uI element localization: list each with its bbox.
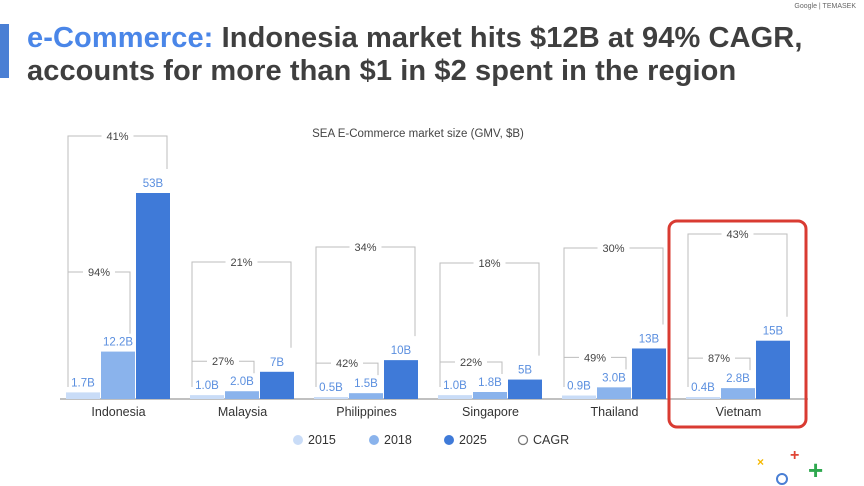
bar-label-malaysia-2018: 2.0B (230, 376, 254, 388)
title-accent-bar (0, 24, 9, 78)
group-thailand: 0.9B 3.0B 13B 30% 49% Thailand (562, 240, 666, 419)
bar-indonesia-2018 (101, 351, 135, 399)
cagr-label-bg (207, 353, 239, 368)
cagr-label-2015-2018-indonesia: 94% (88, 267, 110, 279)
bar-vietnam-2015 (686, 397, 720, 399)
category-label-thailand: Thailand (591, 405, 639, 419)
group-singapore: 1.0B 1.8B 5B 18% 22% Singapore (438, 255, 542, 419)
category-label-vietnam: Vietnam (716, 405, 762, 419)
category-label-malaysia: Malaysia (218, 405, 267, 419)
cagr-label-bg (597, 240, 630, 254)
cagr-label-bg (473, 255, 506, 269)
cagr-label-2015-2018-malaysia: 27% (212, 356, 234, 368)
bar-label-singapore-2025: 5B (518, 365, 532, 377)
bar-label-indonesia-2015: 1.7B (71, 377, 95, 389)
cagr-label-2018-2025-indonesia: 41% (106, 131, 128, 143)
legend-label-2015: 2015 (308, 433, 336, 447)
category-label-indonesia: Indonesia (91, 405, 145, 419)
bar-label-vietnam-2025: 15B (763, 326, 784, 338)
group-indonesia: 1.7B 12.2B 53B 41% 94% Indonesia (66, 128, 170, 419)
bar-label-philippines-2015: 0.5B (319, 382, 343, 394)
brand-logo: Google | TEMASEK (794, 3, 856, 10)
bar-label-thailand-2018: 3.0B (602, 372, 626, 384)
bar-label-thailand-2015: 0.9B (567, 381, 591, 393)
bar-philippines-2015 (314, 397, 348, 399)
cagr-label-2015-2018-philippines: 42% (336, 358, 358, 370)
decorative-plus-green: + (808, 455, 824, 485)
legend-marker-2025 (444, 435, 454, 445)
chart-title: SEA E-Commerce market size (GMV, $B) (312, 128, 524, 140)
bar-indonesia-2015 (66, 392, 100, 399)
decorative-circle-blue (776, 473, 788, 485)
decorative-x-yellow: × (757, 455, 765, 469)
legend-marker-2015 (293, 435, 303, 445)
bar-malaysia-2018 (225, 391, 259, 399)
bar-singapore-2015 (438, 395, 472, 399)
cagr-label-bg (579, 349, 611, 364)
bar-thailand-2015 (562, 395, 596, 399)
bar-label-malaysia-2025: 7B (270, 357, 284, 369)
cagr-label-2018-2025-vietnam: 43% (726, 229, 748, 241)
cagr-label-2015-2018-vietnam: 87% (708, 353, 730, 365)
legend-label-2025: 2025 (459, 433, 487, 447)
legend: 2015 2018 2025 CAGR (293, 433, 569, 447)
cagr-label-2018-2025-thailand: 30% (602, 243, 624, 255)
bar-vietnam-2018 (721, 388, 755, 399)
bar-label-indonesia-2025: 53B (143, 178, 164, 190)
bar-philippines-2018 (349, 393, 383, 399)
bar-thailand-2025 (632, 348, 666, 399)
title-line1: Indonesia market hits $12B at 94% CAGR, (213, 22, 803, 54)
cagr-label-2018-2025-philippines: 34% (354, 242, 376, 254)
bar-label-vietnam-2015: 0.4B (691, 382, 715, 394)
group-malaysia: 1.0B 2.0B 7B 21% 27% Malaysia (190, 254, 294, 419)
group-philippines: 0.5B 1.5B 10B 34% 42% Philippines (314, 239, 418, 419)
bar-malaysia-2015 (190, 395, 224, 399)
vietnam-highlight-box (667, 219, 808, 429)
cagr-label-bg (455, 354, 487, 369)
bar-label-singapore-2015: 1.0B (443, 380, 467, 392)
decorative-plus-red: + (790, 447, 800, 464)
cagr-label-2018-2025-singapore: 18% (478, 258, 500, 270)
cagr-label-bg (225, 254, 258, 268)
bar-singapore-2025 (508, 379, 542, 399)
cagr-label-2018-2025-malaysia: 21% (230, 257, 252, 269)
bar-label-vietnam-2018: 2.8B (726, 373, 750, 385)
bar-singapore-2018 (473, 392, 507, 399)
bar-label-philippines-2025: 10B (391, 345, 412, 357)
group-vietnam: 0.4B 2.8B 15B 43% 87% Vietnam (686, 226, 790, 419)
cagr-label-bg (101, 128, 134, 142)
bar-label-thailand-2025: 13B (639, 333, 660, 345)
legend-label-cagr: CAGR (533, 433, 569, 447)
title-line2: accounts for more than $1 in $2 spent in… (27, 55, 737, 87)
cagr-label-bg (331, 355, 363, 370)
bar-philippines-2025 (384, 360, 418, 399)
cagr-label-2015-2018-singapore: 22% (460, 357, 482, 369)
category-label-singapore: Singapore (462, 405, 519, 419)
legend-marker-cagr (517, 434, 529, 446)
legend-label-2018: 2018 (384, 433, 412, 447)
bar-label-indonesia-2018: 12.2B (103, 337, 133, 349)
cagr-label-bg (721, 226, 754, 240)
bar-label-philippines-2018: 1.5B (354, 378, 378, 390)
cagr-label-2015-2018-thailand: 49% (584, 352, 606, 364)
bar-label-singapore-2018: 1.8B (478, 377, 502, 389)
legend-marker-2018 (369, 435, 379, 445)
bar-malaysia-2025 (260, 371, 294, 399)
bar-indonesia-2025 (136, 193, 170, 399)
title-highlight: e-Commerce: (27, 22, 214, 54)
bar-vietnam-2025 (756, 340, 790, 399)
cagr-label-bg (703, 350, 735, 365)
bar-thailand-2018 (597, 387, 631, 399)
slide-title: e-Commerce: Indonesia market hits $12B a… (27, 22, 857, 88)
bar-label-malaysia-2015: 1.0B (195, 380, 219, 392)
cagr-label-bg (83, 264, 115, 278)
category-label-philippines: Philippines (336, 405, 396, 419)
cagr-label-bg (349, 239, 382, 253)
